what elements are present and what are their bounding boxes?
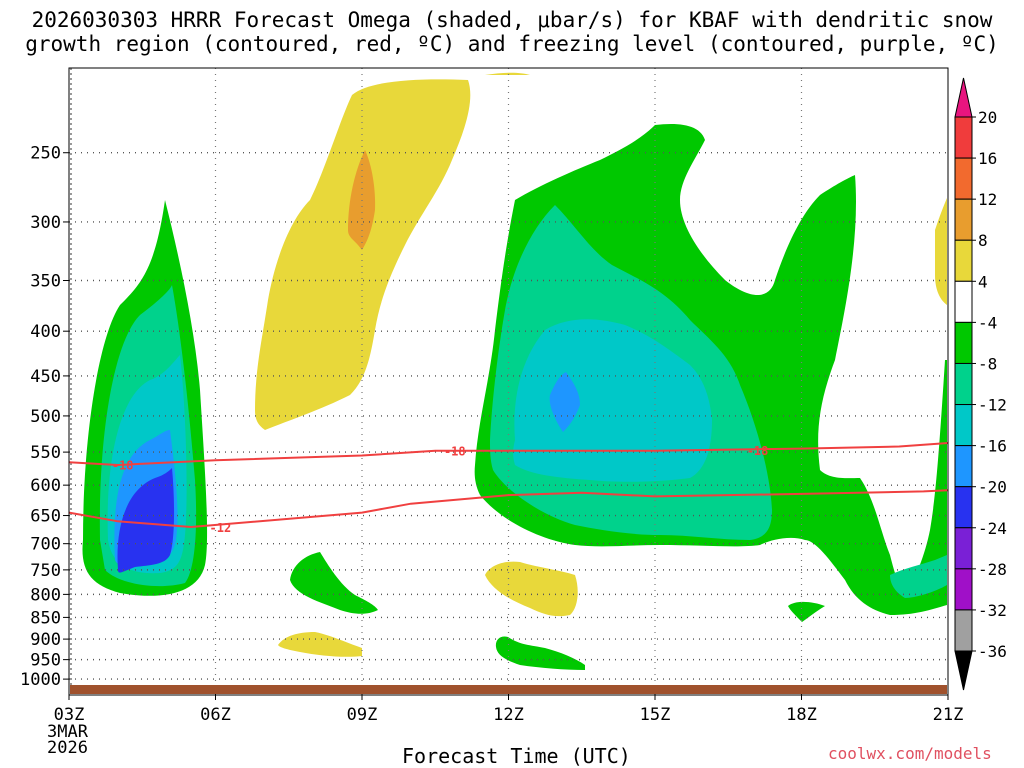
shade-right-yellow: [935, 198, 947, 305]
colorbar-box-0: [954, 116, 973, 159]
contour-label-2: -18: [747, 444, 769, 458]
x-tick-label-06Z: 06Z: [200, 705, 231, 725]
y-tick-label-950: 950: [30, 651, 61, 671]
date-label-day: 3MAR: [47, 722, 88, 742]
omega-shaded-regions: [82, 72, 947, 670]
colorbar-box-3: [954, 239, 973, 282]
y-axis: 2503003504004505005506006507007508008509…: [20, 144, 69, 690]
x-axis: 03Z 06Z 09Z 12Z 15Z 18Z 21Z: [54, 694, 964, 725]
colorbar-box-11: [954, 568, 973, 611]
shade-yellow-lower: [485, 561, 578, 617]
colorbar-box-8: [954, 445, 973, 488]
terrain-bar: [70, 685, 947, 694]
shade-yellow-upper: [255, 79, 471, 430]
colorbar-bottom-triangle: [954, 650, 973, 691]
x-axis-label: Forecast Time (UTC): [402, 744, 631, 768]
y-tick-label-800: 800: [30, 585, 61, 605]
colorbar-label--4: -4: [978, 313, 997, 332]
shade-right-teal: [890, 555, 947, 598]
colorbar-label-20: 20: [978, 108, 997, 127]
y-tick-label-500: 500: [30, 407, 61, 427]
y-tick-label-400: 400: [30, 322, 61, 342]
shade-main-cyan: [513, 319, 712, 482]
colorbar-box-7: [954, 404, 973, 447]
colorbar-label--24: -24: [978, 519, 1007, 538]
colorbar-box-2: [954, 198, 973, 241]
y-tick-label-850: 850: [30, 608, 61, 628]
plot-grid: [69, 68, 948, 694]
contour-line--18: [68, 442, 949, 467]
site-credit[interactable]: coolwx.com/models: [828, 744, 992, 763]
colorbar-box-9: [954, 486, 973, 529]
date-label-year: 2026: [47, 738, 88, 758]
colorbar-label-12: 12: [978, 190, 997, 209]
y-tick-label-600: 600: [30, 476, 61, 496]
y-tick-label-450: 450: [30, 367, 61, 387]
colorbar-label-4: 4: [978, 272, 988, 291]
y-tick-label-250: 250: [30, 144, 61, 164]
contour-line--12: [68, 489, 949, 529]
colorbar-box-5: [954, 321, 973, 364]
colorbar-label--32: -32: [978, 601, 1007, 620]
colorbar: 20 16 12 8 4 -4 -8 -12 -16 -20 -24 -28 -32 -36: [954, 77, 1007, 691]
contour-label-1: -18: [444, 445, 466, 459]
shade-green-bottom-mid: [495, 636, 585, 670]
shade-yellow-bottom-left: [278, 632, 362, 657]
contour-label-3: -12: [210, 521, 232, 535]
colorbar-label--20: -20: [978, 478, 1007, 497]
chart-title-line1: 2026030303 HRRR Forecast Omega (shaded, …: [31, 8, 993, 32]
y-tick-label-900: 900: [30, 630, 61, 650]
x-tick-label-09Z: 09Z: [347, 705, 378, 725]
x-tick-label-03Z: 03Z: [54, 705, 85, 725]
y-tick-label-550: 550: [30, 443, 61, 463]
y-tick-label-1000: 1000: [20, 670, 61, 690]
shade-main-blue: [549, 372, 580, 432]
colorbar-box-12: [954, 609, 973, 652]
colorbar-box-10: [954, 527, 973, 570]
y-tick-label-350: 350: [30, 271, 61, 291]
shade-green-lower-left: [290, 552, 378, 614]
colorbar-label--36: -36: [978, 642, 1007, 661]
x-tick-label-12Z: 12Z: [493, 705, 524, 725]
colorbar-box-1: [954, 157, 973, 200]
colorbar-label--8: -8: [978, 354, 997, 373]
colorbar-label--28: -28: [978, 560, 1007, 579]
colorbar-label--12: -12: [978, 396, 1007, 415]
y-tick-label-650: 650: [30, 507, 61, 527]
shade-yellow-topedge: [485, 72, 530, 75]
shade-left-darkblue: [117, 468, 175, 573]
y-tick-label-300: 300: [30, 213, 61, 233]
colorbar-box-6: [954, 362, 973, 406]
temperature-contours: -18 -18 -18 -12: [68, 442, 949, 535]
x-tick-label-18Z: 18Z: [786, 705, 817, 725]
colorbar-box-4: [954, 280, 973, 323]
chart-title-line2: growth region (contoured, red, ºC) and f…: [25, 32, 999, 56]
contour-label-0: -18: [112, 458, 134, 472]
colorbar-label--16: -16: [978, 437, 1007, 456]
x-tick-label-15Z: 15Z: [640, 705, 671, 725]
colorbar-label-16: 16: [978, 149, 997, 168]
y-tick-label-700: 700: [30, 535, 61, 555]
y-tick-label-750: 750: [30, 561, 61, 581]
shade-green-small: [788, 601, 825, 622]
x-tick-label-21Z: 21Z: [933, 705, 964, 725]
colorbar-label-8: 8: [978, 231, 988, 250]
